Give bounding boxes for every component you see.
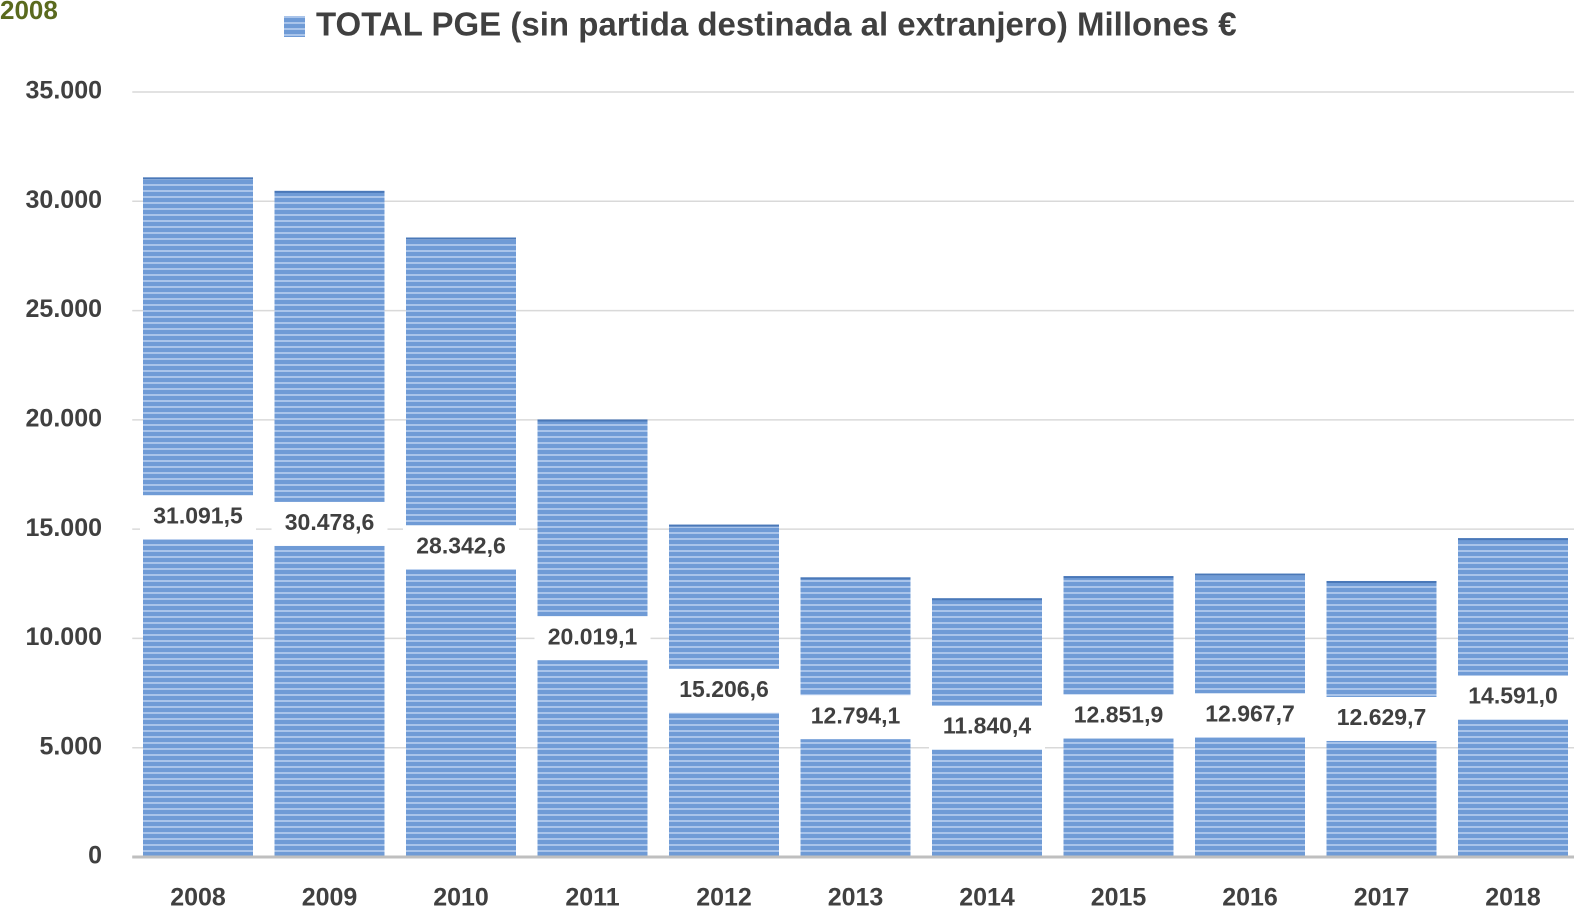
x-tick-label: 2015 (1091, 884, 1147, 912)
y-tick-label: 30.000 (26, 186, 102, 214)
value-label: 28.342,6 (416, 532, 506, 558)
value-label: 14.591,0 (1468, 683, 1558, 709)
value-label: 31.091,5 (153, 502, 243, 528)
value-label-box (1060, 694, 1177, 739)
value-label: 12.794,1 (811, 702, 901, 728)
value-label: 12.967,7 (1205, 700, 1295, 726)
value-label: 12.629,7 (1337, 704, 1427, 730)
value-label: 11.840,4 (943, 713, 1031, 739)
legend-marker (284, 16, 305, 37)
x-tick-label: 2010 (433, 884, 489, 912)
x-tick-label: 2009 (302, 884, 358, 912)
y-tick-label: 20.000 (26, 404, 102, 432)
value-label-box (1455, 675, 1571, 720)
value-label-box (1323, 696, 1440, 741)
x-tick-label: 2017 (1354, 884, 1410, 912)
value-label: 15.206,6 (679, 676, 769, 702)
value-label-box (403, 525, 519, 570)
value-label-box (534, 616, 651, 661)
y-tick-label: 0 (88, 842, 102, 870)
x-tick-label: 2008 (170, 884, 226, 912)
value-label-box (1192, 693, 1308, 738)
value-label: 12.851,9 (1074, 702, 1164, 728)
corner-label: 2008 (0, 0, 58, 25)
value-label: 20.019,1 (548, 623, 638, 649)
y-tick-label: 5.000 (39, 732, 102, 760)
value-label-box (666, 668, 782, 713)
legend-label: TOTAL PGE (sin partida destinada al extr… (316, 6, 1237, 43)
x-tick-label: 2018 (1485, 884, 1541, 912)
x-tick-label: 2016 (1222, 884, 1278, 912)
x-tick-label: 2014 (959, 884, 1015, 912)
y-tick-label: 15.000 (26, 514, 102, 542)
x-tick-label: 2012 (696, 884, 752, 912)
x-tick-label: 2011 (565, 884, 619, 912)
y-tick-label: 35.000 (26, 77, 102, 105)
value-label-box (797, 695, 914, 740)
value-label-box (271, 501, 388, 546)
value-label-box (140, 495, 256, 540)
value-label: 30.478,6 (285, 509, 375, 535)
x-tick-label: 2013 (828, 884, 884, 912)
y-tick-label: 25.000 (26, 295, 102, 323)
y-tick-label: 10.000 (26, 623, 102, 651)
value-label-box (929, 705, 1045, 750)
